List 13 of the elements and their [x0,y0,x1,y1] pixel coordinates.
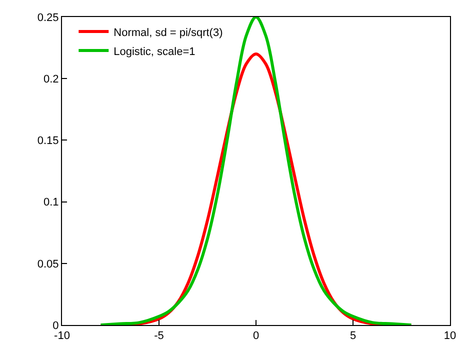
legend-label: Normal, sd = pi/sqrt(3) [114,26,223,39]
y-tick-label: 0.05 [37,258,59,270]
y-tick-label: 0.1 [44,196,59,209]
y-tick-label: 0 [52,320,59,332]
x-tick-label: 10 [444,330,456,342]
legend-label: Logistic, scale=1 [114,46,196,58]
x-tick-label: 0 [252,330,260,342]
x-tick-label: -10 [54,330,70,342]
x-tick-label: -5 [154,330,164,342]
y-tick-label: 0.25 [37,12,59,24]
y-tick-label: 0.15 [37,135,59,148]
y-tick-label: 0.2 [44,73,59,86]
x-tick-label: 5 [350,330,356,342]
